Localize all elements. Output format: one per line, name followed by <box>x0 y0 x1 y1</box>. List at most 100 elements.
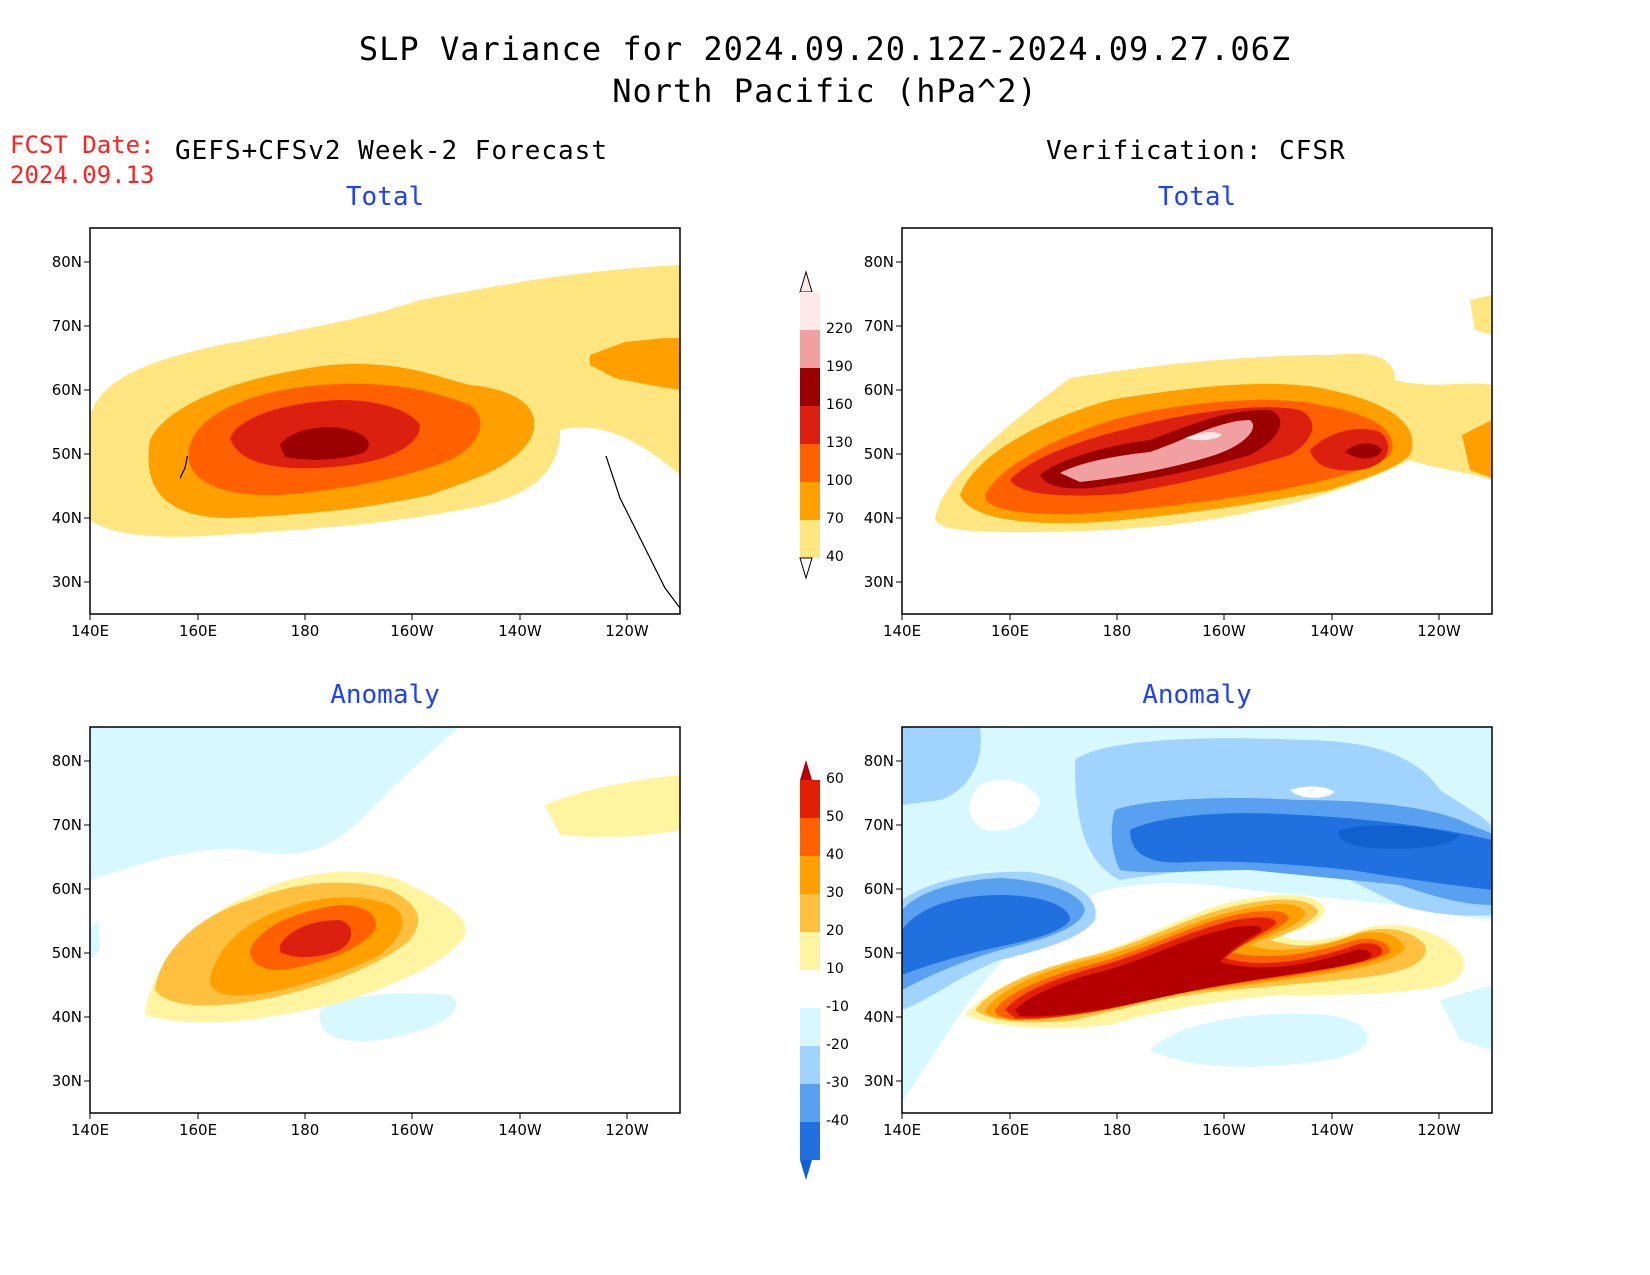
panel-title-verification-total: Total <box>1157 182 1237 212</box>
colorbar-anomaly-swatch <box>800 780 820 818</box>
lon-label: 180 <box>1103 1121 1132 1139</box>
colorbar-anomaly-label: 40 <box>826 847 844 863</box>
lat-label: 50N <box>864 944 894 962</box>
lon-label: 120W <box>605 622 649 640</box>
colorbar-anomaly-swatch <box>800 1046 820 1084</box>
lon-label: 160E <box>991 1121 1029 1139</box>
lat-label: 80N <box>52 752 82 770</box>
lon-label: 140W <box>498 622 542 640</box>
forecast-heading: GEFS+CFSv2 Week-2 Forecast <box>175 136 608 166</box>
colorbar-total-bottom-cap <box>799 557 813 580</box>
colorbar-total-label: 70 <box>826 511 844 527</box>
lat-label: 70N <box>52 317 82 335</box>
lat-label: 40N <box>864 1008 894 1026</box>
colorbar-anomaly-swatch <box>800 856 820 894</box>
colorbar-anomaly-swatch <box>800 1084 820 1122</box>
lat-label: 40N <box>52 509 82 527</box>
map-verification-anomaly <box>895 726 1493 1120</box>
lon-label: 140W <box>498 1121 542 1139</box>
colorbar-anomaly-label: 20 <box>826 923 844 939</box>
main-subtitle: North Pacific (hPa^2) <box>612 72 1038 110</box>
lon-label: 120W <box>1417 622 1461 640</box>
colorbar-anomaly-swatch <box>800 932 820 970</box>
lon-label: 140E <box>71 1121 109 1139</box>
lat-label: 70N <box>864 317 894 335</box>
lon-label: 160E <box>179 622 217 640</box>
lat-label: 40N <box>52 1008 82 1026</box>
colorbar-anomaly-label: 30 <box>826 885 844 901</box>
main-title: SLP Variance for 2024.09.20.12Z-2024.09.… <box>358 30 1292 68</box>
colorbar-anomaly-label: -20 <box>826 1037 849 1053</box>
colorbar-anomaly: 60 50 40 30 20 10 -10 -20 -30 -40 <box>800 760 849 1180</box>
colorbar-total-label: 220 <box>826 321 853 337</box>
panel-title-forecast-anomaly: Anomaly <box>330 680 440 710</box>
colorbar-total-label: 160 <box>826 397 853 413</box>
colorbar-total-swatch <box>800 368 820 406</box>
colorbar-anomaly-label: -10 <box>826 999 849 1015</box>
map-forecast-anomaly <box>83 726 681 1120</box>
lat-label: 80N <box>864 752 894 770</box>
colorbar-total-swatch <box>800 406 820 444</box>
panel-title-forecast-total: Total <box>345 182 425 212</box>
map-verification-total <box>895 227 1493 621</box>
colorbar-anomaly-label: 60 <box>826 771 844 787</box>
lon-label: 140E <box>883 622 921 640</box>
colorbar-total-swatch <box>800 292 820 330</box>
colorbar-total-label: 40 <box>826 549 844 565</box>
colorbar-total-swatch <box>800 444 820 482</box>
colorbar-anomaly-swatch <box>800 970 820 1008</box>
lon-label: 140W <box>1310 1121 1354 1139</box>
colorbar-total-swatch <box>800 482 820 520</box>
verification-heading: Verification: CFSR <box>1046 136 1346 166</box>
lat-label: 50N <box>864 445 894 463</box>
lon-label: 180 <box>291 622 320 640</box>
lat-label: 30N <box>864 573 894 591</box>
lon-label: 180 <box>291 1121 320 1139</box>
lat-labels-top-right: 80N 70N 60N 50N 40N 30N <box>864 253 894 591</box>
lon-labels-bottom-right: 140E 160E 180 160W 140W 120W <box>883 1121 1461 1139</box>
colorbar-anomaly-swatch <box>800 894 820 932</box>
lat-label: 30N <box>864 1072 894 1090</box>
colorbar-anomaly-swatch <box>800 1008 820 1046</box>
map-forecast-total <box>83 227 681 621</box>
colorbar-anomaly-top-cap <box>800 760 812 780</box>
axis-labels: 80N 70N 60N 50N 40N 30N 80N 70N 60N 50N … <box>52 253 1461 1139</box>
colorbar-anomaly-label: 10 <box>826 961 844 977</box>
lat-label: 30N <box>52 573 82 591</box>
lat-label: 50N <box>52 445 82 463</box>
fcst-date: 2024.09.13 <box>10 161 155 189</box>
colorbar-total-top-cap <box>799 270 813 293</box>
lon-labels-top-right: 140E 160E 180 160W 140W 120W <box>883 622 1461 640</box>
lon-label: 180 <box>1103 622 1132 640</box>
lon-labels-bottom-left: 140E 160E 180 160W 140W 120W <box>71 1121 649 1139</box>
lat-labels-bottom-right: 80N 70N 60N 50N 40N 30N <box>864 752 894 1090</box>
lon-label: 160W <box>390 1121 434 1139</box>
lon-label: 140E <box>883 1121 921 1139</box>
lat-label: 60N <box>52 381 82 399</box>
lat-label: 40N <box>864 509 894 527</box>
panel-title-verification-anomaly: Anomaly <box>1142 680 1252 710</box>
lon-labels-top-left: 140E 160E 180 160W 140W 120W <box>71 622 649 640</box>
colorbar-total-label: 100 <box>826 473 853 489</box>
lon-label: 160W <box>390 622 434 640</box>
lat-label: 60N <box>52 880 82 898</box>
colorbar-anomaly-label: -30 <box>826 1075 849 1091</box>
colorbar-anomaly-label: -40 <box>826 1113 849 1129</box>
lon-label: 120W <box>1417 1121 1461 1139</box>
colorbar-total-label: 130 <box>826 435 853 451</box>
lat-label: 80N <box>864 253 894 271</box>
lat-label: 80N <box>52 253 82 271</box>
colorbar-total-swatch <box>800 520 820 558</box>
colorbar-total-swatch <box>800 330 820 368</box>
fcst-label: FCST Date: <box>10 131 155 159</box>
lat-label: 60N <box>864 381 894 399</box>
lon-label: 120W <box>605 1121 649 1139</box>
colorbar-anomaly-swatch <box>800 1122 820 1160</box>
lon-label: 160E <box>179 1121 217 1139</box>
colorbar-total: 220 190 160 130 100 70 40 <box>799 270 853 580</box>
colorbar-anomaly-swatch <box>800 818 820 856</box>
lon-label: 140W <box>1310 622 1354 640</box>
lon-label: 160W <box>1202 622 1246 640</box>
lat-labels-top-left: 80N 70N 60N 50N 40N 30N <box>52 253 82 591</box>
